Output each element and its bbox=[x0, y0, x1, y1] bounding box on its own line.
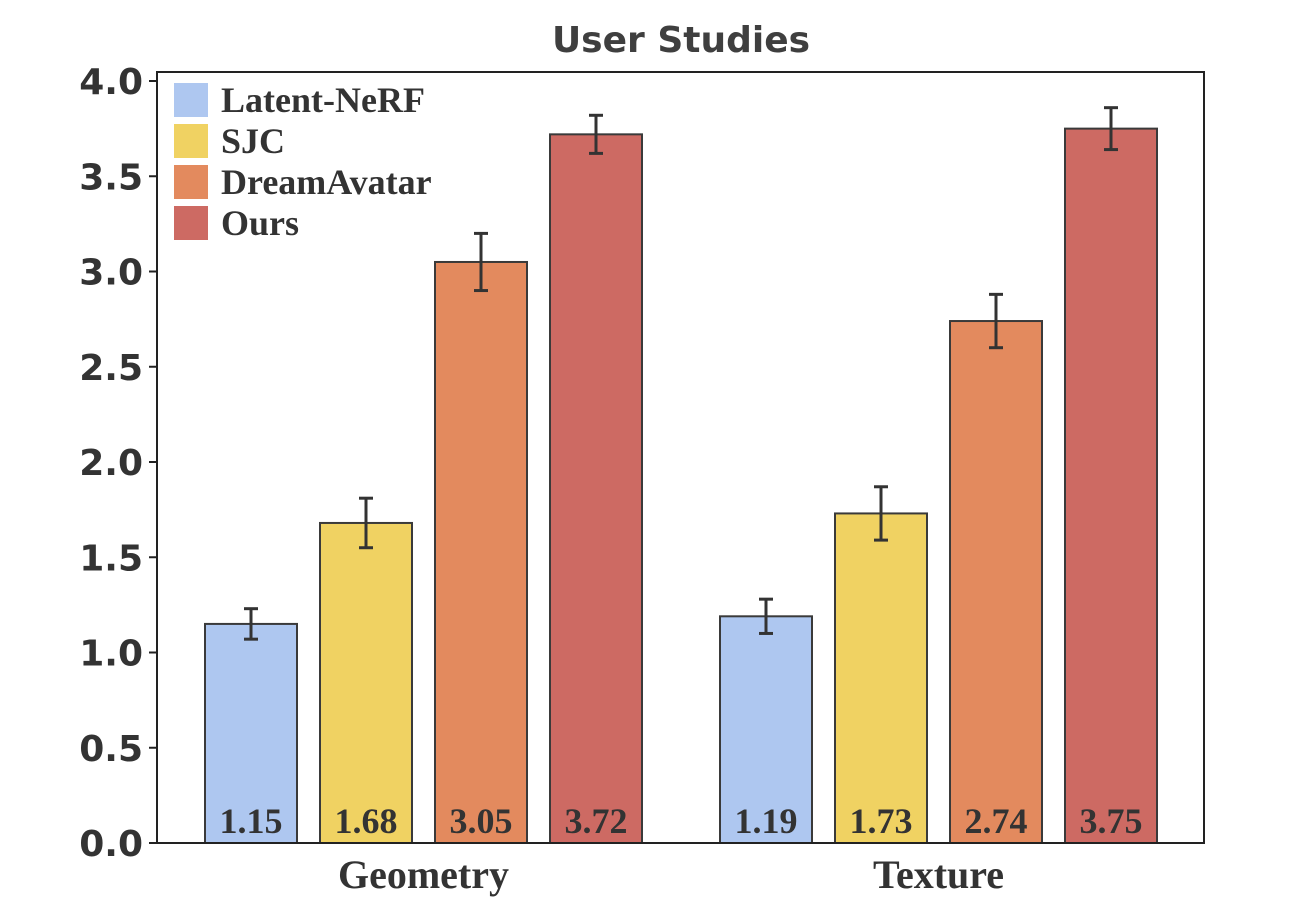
y-tick-label: 3.0 bbox=[79, 253, 143, 294]
y-tick-label: 0.0 bbox=[79, 824, 143, 865]
value-label: 1.15 bbox=[220, 801, 283, 841]
bar-ours-texture bbox=[1064, 127, 1158, 844]
value-label: 1.73 bbox=[850, 801, 913, 841]
error-bars bbox=[244, 106, 1118, 641]
x-axis: Geometry Texture bbox=[338, 852, 1004, 897]
legend-swatch bbox=[174, 165, 208, 199]
bar-group bbox=[204, 127, 1158, 845]
legend-label: Ours bbox=[221, 203, 299, 243]
y-tick-label: 2.5 bbox=[79, 348, 143, 389]
y-tick-label: 0.5 bbox=[79, 729, 143, 770]
y-tick-label: 3.5 bbox=[79, 157, 143, 198]
x-tick-label: Texture bbox=[873, 852, 1004, 897]
value-label: 3.72 bbox=[565, 801, 628, 841]
legend-swatch bbox=[174, 124, 208, 158]
value-label: 1.19 bbox=[735, 801, 798, 841]
bar-latent-nerf-geometry bbox=[204, 622, 298, 844]
y-axis: 0.0 0.5 1.0 1.5 2.0 2.5 3.0 3.5 4.0 bbox=[79, 62, 157, 865]
y-tick-label: 1.5 bbox=[79, 538, 143, 579]
bar-ours-geometry bbox=[549, 133, 643, 844]
legend-label: Latent-NeRF bbox=[221, 80, 425, 120]
value-label: 1.68 bbox=[335, 801, 398, 841]
y-tick-label: 2.0 bbox=[79, 443, 143, 484]
legend-swatch bbox=[174, 206, 208, 240]
plot-frame bbox=[156, 71, 1205, 844]
bar-dreamavatar-texture bbox=[949, 320, 1043, 844]
y-tick-label: 1.0 bbox=[79, 634, 143, 675]
bar-dreamavatar-geometry bbox=[434, 260, 528, 845]
legend-swatch bbox=[174, 83, 208, 117]
y-tick-label: 4.0 bbox=[79, 62, 143, 103]
bar-sjc-geometry bbox=[319, 521, 413, 845]
value-label: 3.05 bbox=[450, 801, 513, 841]
x-tick-label: Geometry bbox=[338, 852, 509, 897]
bar-sjc-texture bbox=[834, 512, 928, 844]
chart-title: User Studies bbox=[552, 20, 810, 61]
legend-label: SJC bbox=[221, 121, 285, 161]
value-label: 2.74 bbox=[965, 801, 1028, 841]
value-labels: 1.15 1.68 3.05 3.72 1.19 1.73 2.74 3.75 bbox=[220, 801, 1143, 841]
legend-label: DreamAvatar bbox=[221, 162, 432, 202]
value-label: 3.75 bbox=[1080, 801, 1143, 841]
